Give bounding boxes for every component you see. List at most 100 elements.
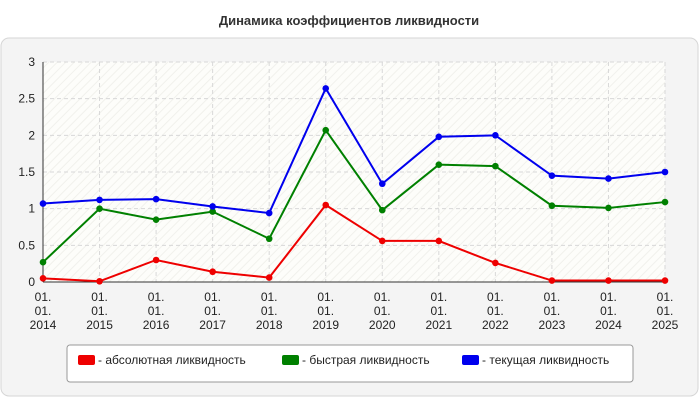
data-point	[322, 126, 330, 134]
data-point	[265, 274, 273, 281]
legend: - абсолютная ликвидность - быстрая ликвид…	[78, 353, 609, 367]
x-tick-label-line: 01.	[35, 290, 52, 304]
data-point	[548, 172, 556, 179]
x-tick-label-line: 01.	[657, 304, 674, 318]
x-tick-label-line: 01.	[487, 290, 504, 304]
data-point	[209, 268, 216, 276]
series-layer	[39, 85, 669, 285]
x-tick-label: 01. 01. 2020	[369, 290, 396, 332]
data-point	[435, 133, 443, 141]
data-point	[209, 203, 216, 210]
series-line	[42, 86, 666, 215]
x-tick-label-line: 01.	[657, 290, 674, 304]
y-tick-label: 1	[28, 202, 35, 216]
data-point	[548, 202, 556, 210]
x-tick-label: 01. 01. 2021	[425, 290, 452, 332]
series-line	[42, 128, 666, 263]
x-tick-label-line: 01.	[204, 290, 221, 304]
chart-title: Динамика коэффициентов ликвидности	[219, 13, 479, 28]
y-tick-label: 3	[28, 55, 35, 69]
x-tick-label-line: 01.	[91, 290, 108, 304]
x-tick-label-line: 2024	[595, 318, 622, 332]
data-point	[661, 277, 669, 284]
data-point	[96, 277, 103, 285]
x-tick-label: 01. 01. 2016	[143, 290, 170, 332]
x-tick-label: 01. 01. 2023	[539, 290, 566, 332]
data-point	[492, 132, 499, 139]
x-tick-label-line: 01.	[204, 304, 221, 318]
x-tick-label: 01. 01. 2015	[86, 290, 113, 332]
x-tick-label-line: 2021	[425, 318, 452, 332]
data-point	[39, 200, 47, 207]
x-tick-label-line: 01.	[317, 290, 334, 304]
x-tick-label-line: 01.	[430, 290, 447, 304]
data-point	[152, 195, 160, 203]
series-line	[42, 203, 665, 283]
data-point	[96, 205, 103, 212]
data-point	[152, 216, 160, 223]
x-tick-label: 01. 01. 2024	[595, 290, 622, 332]
x-tick-label-line: 2020	[369, 318, 396, 332]
legend-label: - быстрая ликвидность	[302, 353, 430, 367]
x-tick-label-line: 01.	[544, 290, 561, 304]
data-point	[661, 168, 669, 176]
legend-label: - текущая ликвидность	[482, 353, 609, 367]
data-point	[209, 208, 216, 215]
x-tick-label-line: 2025	[652, 318, 679, 332]
x-tick-label-line: 01.	[91, 304, 108, 318]
x-tick-label-line: 2014	[30, 318, 57, 332]
data-point	[661, 198, 669, 206]
data-point	[378, 180, 386, 188]
grid-layer	[43, 61, 666, 282]
legend-box	[66, 344, 634, 383]
x-tick-label-line: 01.	[374, 304, 391, 318]
x-tick-label-line: 01.	[148, 304, 165, 318]
y-tick-label: 2	[28, 128, 35, 142]
data-point	[378, 237, 386, 245]
x-tick-label: 01. 01. 2025	[652, 290, 679, 332]
x-tick-label: 01. 01. 2022	[482, 290, 509, 332]
x-tick-label-line: 01.	[544, 304, 561, 318]
x-tick-label-line: 01.	[317, 304, 334, 318]
data-point	[322, 85, 330, 92]
data-point	[96, 196, 103, 204]
x-tick-label-line: 01.	[261, 290, 278, 304]
data-point	[322, 201, 330, 209]
x-tick-label-line: 01.	[261, 304, 278, 318]
x-tick-label: 01. 01. 2019	[312, 290, 339, 332]
x-tick-label-line: 01.	[35, 304, 52, 318]
legend-swatch	[282, 355, 299, 365]
data-point	[152, 256, 160, 264]
x-tick-label-line: 2017	[199, 318, 226, 332]
x-tick-label: 01. 01. 2018	[256, 290, 283, 332]
y-tick-label: 2.5	[18, 92, 35, 106]
legend-label: - абсолютная ликвидность	[98, 353, 246, 367]
data-point	[605, 277, 612, 284]
data-point	[265, 209, 273, 217]
x-tick-label-line: 01.	[600, 290, 617, 304]
data-point	[435, 237, 443, 245]
x-tick-label-line: 01.	[600, 304, 617, 318]
y-tick-label: 1.5	[18, 165, 35, 179]
x-tick-label-line: 01.	[374, 290, 391, 304]
data-point	[492, 259, 499, 267]
x-tick-label: 01. 01. 2014	[30, 290, 57, 332]
x-tick-label-line: 2022	[482, 318, 509, 332]
data-point	[548, 277, 556, 284]
data-point	[265, 235, 273, 243]
x-tick-label-line: 2015	[86, 318, 113, 332]
x-tick-label-line: 2016	[143, 318, 170, 332]
x-tick-label-line: 01.	[487, 304, 504, 318]
x-tick-label-line: 2019	[312, 318, 339, 332]
x-tick-label: 01. 01. 2017	[199, 290, 226, 332]
x-tick-label-line: 2018	[256, 318, 283, 332]
x-tick-label-line: 01.	[148, 290, 165, 304]
data-point	[435, 161, 443, 168]
y-tick-label: 0	[28, 275, 35, 289]
legend-swatch	[462, 355, 479, 365]
data-point	[605, 204, 612, 212]
data-point	[378, 206, 386, 214]
